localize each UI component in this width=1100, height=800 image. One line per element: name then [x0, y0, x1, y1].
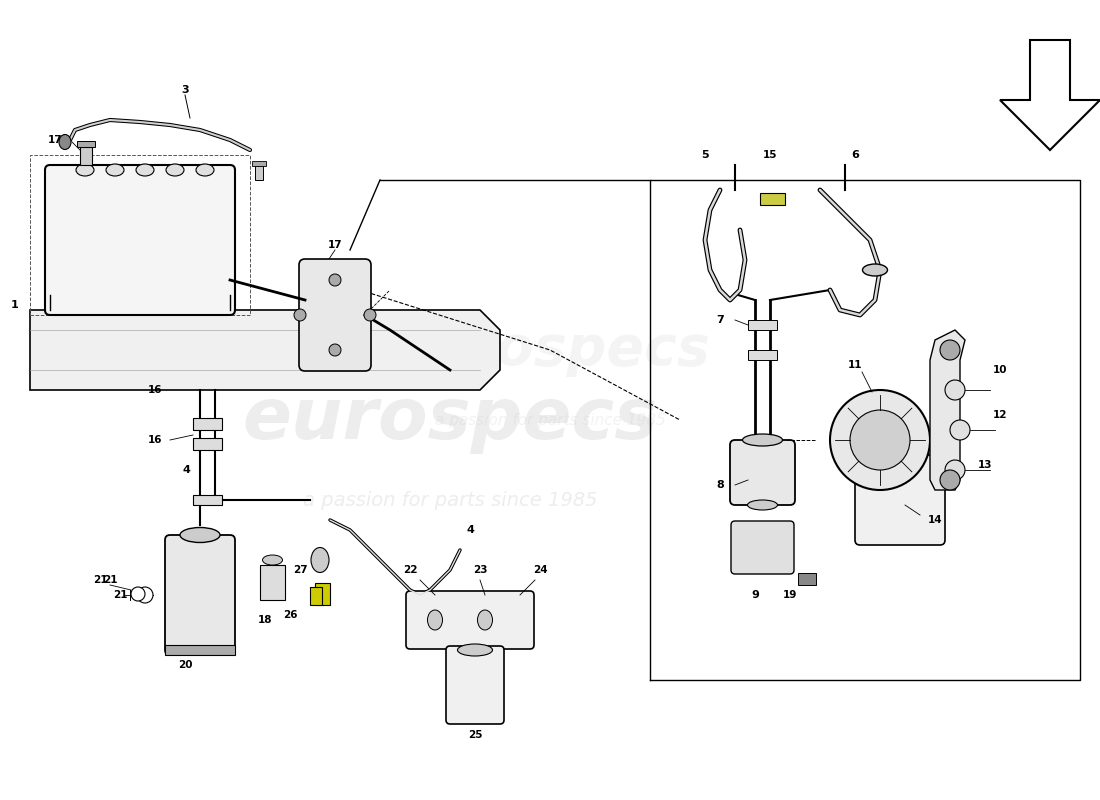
FancyBboxPatch shape — [446, 646, 504, 724]
Ellipse shape — [166, 164, 184, 176]
Text: 21: 21 — [92, 575, 108, 585]
Circle shape — [131, 587, 145, 601]
Bar — [252, 161, 266, 166]
Bar — [192, 438, 222, 450]
Text: 1: 1 — [11, 300, 19, 310]
Ellipse shape — [329, 274, 341, 286]
Bar — [310, 587, 322, 605]
Text: 16: 16 — [147, 435, 163, 445]
FancyBboxPatch shape — [732, 521, 794, 574]
Text: 17: 17 — [328, 240, 342, 250]
Text: 20: 20 — [178, 660, 192, 670]
Text: eurospecs: eurospecs — [390, 323, 710, 377]
Polygon shape — [1000, 40, 1100, 150]
Bar — [77, 141, 95, 147]
Bar — [748, 320, 777, 330]
Text: 24: 24 — [532, 565, 548, 575]
Circle shape — [940, 340, 960, 360]
Bar — [798, 573, 816, 585]
Bar — [165, 645, 235, 655]
Bar — [192, 495, 222, 505]
Ellipse shape — [458, 644, 493, 656]
Text: 13: 13 — [978, 460, 992, 470]
Circle shape — [945, 460, 965, 480]
FancyBboxPatch shape — [730, 440, 795, 505]
Text: 26: 26 — [283, 610, 297, 620]
FancyBboxPatch shape — [45, 165, 235, 315]
Bar — [760, 193, 785, 205]
Text: 17: 17 — [47, 135, 63, 145]
Bar — [80, 147, 92, 165]
Circle shape — [945, 380, 965, 400]
Text: 23: 23 — [473, 565, 487, 575]
Circle shape — [940, 470, 960, 490]
Circle shape — [850, 410, 910, 470]
Bar — [748, 350, 777, 360]
Text: 4: 4 — [183, 465, 190, 475]
FancyBboxPatch shape — [855, 455, 945, 545]
Text: 25: 25 — [468, 730, 482, 740]
Text: a passion for parts since 1985: a passion for parts since 1985 — [434, 413, 666, 427]
Text: 10: 10 — [992, 365, 1008, 375]
Text: eurospecs: eurospecs — [242, 386, 658, 454]
Ellipse shape — [364, 309, 376, 321]
Ellipse shape — [748, 500, 778, 510]
Ellipse shape — [59, 134, 72, 150]
Text: 12: 12 — [992, 410, 1008, 420]
Ellipse shape — [180, 527, 220, 542]
Ellipse shape — [76, 164, 94, 176]
Text: 21: 21 — [102, 575, 118, 585]
Bar — [315, 583, 330, 605]
Text: 27: 27 — [293, 565, 307, 575]
Text: 8: 8 — [716, 480, 724, 490]
Ellipse shape — [428, 610, 442, 630]
Ellipse shape — [742, 434, 782, 446]
Text: 21: 21 — [112, 590, 128, 600]
Ellipse shape — [136, 164, 154, 176]
Circle shape — [950, 420, 970, 440]
Polygon shape — [930, 330, 965, 490]
Ellipse shape — [196, 164, 214, 176]
Circle shape — [138, 587, 153, 603]
Text: 22: 22 — [403, 565, 417, 575]
Ellipse shape — [311, 547, 329, 573]
Text: 18: 18 — [257, 615, 273, 625]
Bar — [255, 166, 263, 180]
Bar — [260, 565, 285, 600]
Ellipse shape — [862, 264, 888, 276]
Text: 16: 16 — [147, 385, 163, 395]
Text: 11: 11 — [848, 360, 862, 370]
FancyBboxPatch shape — [165, 535, 235, 655]
Text: 7: 7 — [716, 315, 724, 325]
Circle shape — [830, 390, 930, 490]
FancyBboxPatch shape — [406, 591, 534, 649]
Text: 3: 3 — [182, 85, 189, 95]
Polygon shape — [30, 310, 500, 390]
Text: 14: 14 — [927, 515, 943, 525]
Ellipse shape — [106, 164, 124, 176]
Bar — [30, 155, 250, 315]
Ellipse shape — [329, 344, 341, 356]
Text: 19: 19 — [783, 590, 798, 600]
Text: 6: 6 — [851, 150, 859, 160]
Ellipse shape — [263, 555, 283, 565]
FancyBboxPatch shape — [299, 259, 371, 371]
Ellipse shape — [294, 309, 306, 321]
Text: 4: 4 — [466, 525, 474, 535]
Text: 5: 5 — [701, 150, 708, 160]
Text: a passion for parts since 1985: a passion for parts since 1985 — [302, 490, 597, 510]
Ellipse shape — [477, 610, 493, 630]
Text: 15: 15 — [762, 150, 778, 160]
Bar — [192, 418, 222, 430]
Text: 9: 9 — [751, 590, 759, 600]
